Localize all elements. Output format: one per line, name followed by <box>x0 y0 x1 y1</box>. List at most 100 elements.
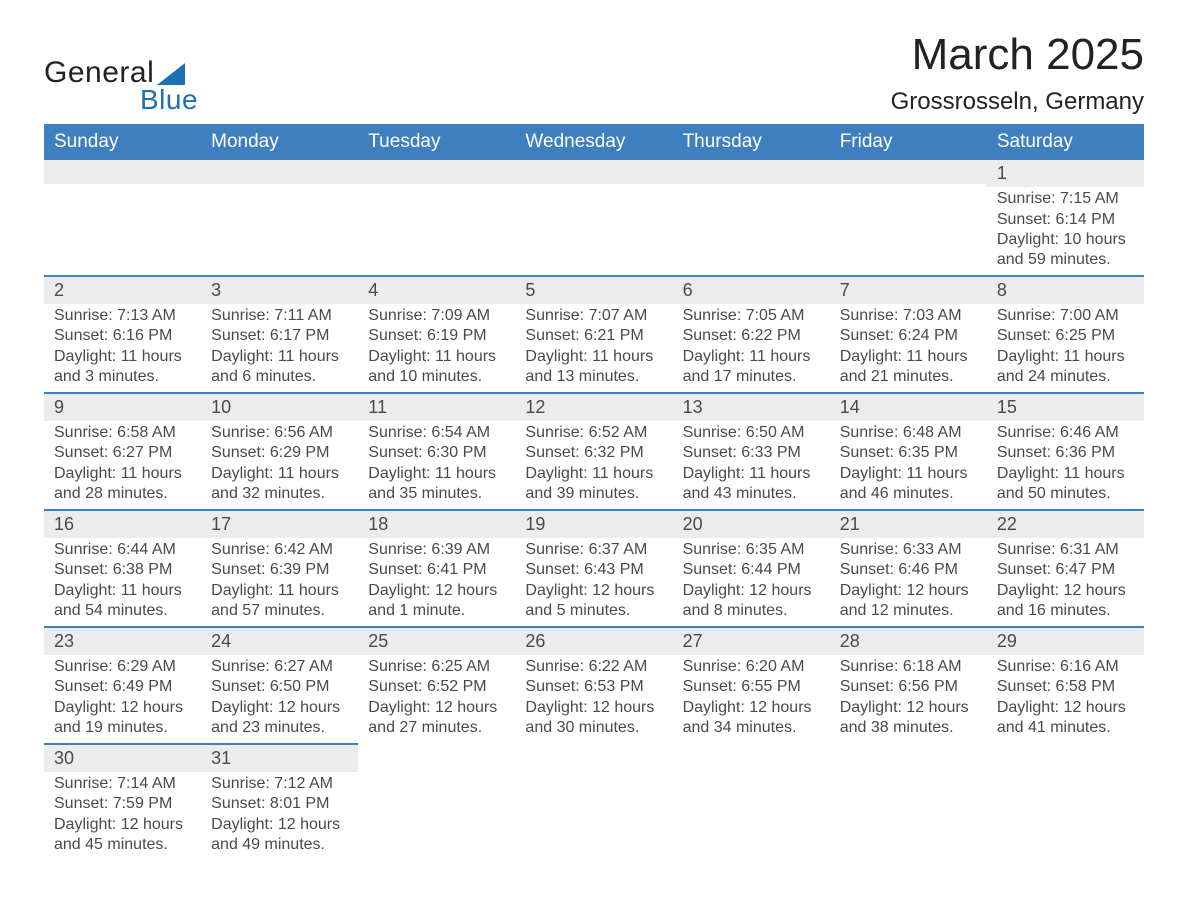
day-number: 17 <box>201 509 358 538</box>
day-body: Sunrise: 7:00 AMSunset: 6:25 PMDaylight:… <box>987 304 1144 390</box>
daylight-text: Daylight: 12 hours and 30 minutes. <box>525 698 662 739</box>
week-row: 16Sunrise: 6:44 AMSunset: 6:38 PMDayligh… <box>44 509 1144 626</box>
week-row: 23Sunrise: 6:29 AMSunset: 6:49 PMDayligh… <box>44 626 1144 743</box>
day-cell: 31Sunrise: 7:12 AMSunset: 8:01 PMDayligh… <box>201 743 358 860</box>
sunset-text: Sunset: 6:38 PM <box>54 560 191 580</box>
sunrise-text: Sunrise: 7:07 AM <box>525 306 662 326</box>
sunrise-text: Sunrise: 6:18 AM <box>840 657 977 677</box>
day-number: 19 <box>515 509 672 538</box>
day-cell: 25Sunrise: 6:25 AMSunset: 6:52 PMDayligh… <box>358 626 515 743</box>
daylight-text: Daylight: 12 hours and 49 minutes. <box>211 815 348 856</box>
sunset-text: Sunset: 6:35 PM <box>840 443 977 463</box>
day-number: 24 <box>201 626 358 655</box>
sunrise-text: Sunrise: 7:15 AM <box>997 189 1134 209</box>
daylight-text: Daylight: 11 hours and 32 minutes. <box>211 464 348 505</box>
daylight-text: Daylight: 10 hours and 59 minutes. <box>997 230 1134 271</box>
day-cell: 8Sunrise: 7:00 AMSunset: 6:25 PMDaylight… <box>987 275 1144 392</box>
day-cell <box>201 160 358 275</box>
weeks-container: 1Sunrise: 7:15 AMSunset: 6:14 PMDaylight… <box>44 160 1144 859</box>
day-body: Sunrise: 6:37 AMSunset: 6:43 PMDaylight:… <box>515 538 672 624</box>
sunrise-text: Sunrise: 6:20 AM <box>683 657 820 677</box>
sunrise-text: Sunrise: 6:25 AM <box>368 657 505 677</box>
day-cell: 15Sunrise: 6:46 AMSunset: 6:36 PMDayligh… <box>987 392 1144 509</box>
sunrise-text: Sunrise: 7:12 AM <box>211 774 348 794</box>
day-number: 7 <box>830 275 987 304</box>
day-cell: 13Sunrise: 6:50 AMSunset: 6:33 PMDayligh… <box>673 392 830 509</box>
day-number: 20 <box>673 509 830 538</box>
sunset-text: Sunset: 6:53 PM <box>525 677 662 697</box>
day-cell <box>515 160 672 275</box>
sunrise-text: Sunrise: 7:11 AM <box>211 306 348 326</box>
sunset-text: Sunset: 6:41 PM <box>368 560 505 580</box>
daylight-text: Daylight: 11 hours and 35 minutes. <box>368 464 505 505</box>
daylight-text: Daylight: 11 hours and 43 minutes. <box>683 464 820 505</box>
sunset-text: Sunset: 6:25 PM <box>997 326 1134 346</box>
sunset-text: Sunset: 6:16 PM <box>54 326 191 346</box>
daylight-text: Daylight: 12 hours and 5 minutes. <box>525 581 662 622</box>
sunset-text: Sunset: 6:46 PM <box>840 560 977 580</box>
day-cell: 16Sunrise: 6:44 AMSunset: 6:38 PMDayligh… <box>44 509 201 626</box>
sunrise-text: Sunrise: 7:05 AM <box>683 306 820 326</box>
day-body <box>515 743 672 747</box>
day-body: Sunrise: 6:27 AMSunset: 6:50 PMDaylight:… <box>201 655 358 741</box>
sunset-text: Sunset: 6:52 PM <box>368 677 505 697</box>
sunset-text: Sunset: 6:43 PM <box>525 560 662 580</box>
day-body: Sunrise: 6:31 AMSunset: 6:47 PMDaylight:… <box>987 538 1144 624</box>
day-body: Sunrise: 6:48 AMSunset: 6:35 PMDaylight:… <box>830 421 987 507</box>
sunrise-text: Sunrise: 6:22 AM <box>525 657 662 677</box>
day-body: Sunrise: 6:46 AMSunset: 6:36 PMDaylight:… <box>987 421 1144 507</box>
sunrise-text: Sunrise: 6:27 AM <box>211 657 348 677</box>
logo-text-general: General <box>44 58 154 88</box>
sunrise-text: Sunrise: 6:50 AM <box>683 423 820 443</box>
day-number: 9 <box>44 392 201 421</box>
day-number: 26 <box>515 626 672 655</box>
daylight-text: Daylight: 11 hours and 57 minutes. <box>211 581 348 622</box>
sunset-text: Sunset: 6:21 PM <box>525 326 662 346</box>
day-body: Sunrise: 7:07 AMSunset: 6:21 PMDaylight:… <box>515 304 672 390</box>
day-cell: 3Sunrise: 7:11 AMSunset: 6:17 PMDaylight… <box>201 275 358 392</box>
day-number: 29 <box>987 626 1144 655</box>
day-number: 21 <box>830 509 987 538</box>
day-body <box>830 743 987 747</box>
daylight-text: Daylight: 11 hours and 24 minutes. <box>997 347 1134 388</box>
sunset-text: Sunset: 6:55 PM <box>683 677 820 697</box>
day-body <box>673 184 830 264</box>
week-row: 9Sunrise: 6:58 AMSunset: 6:27 PMDaylight… <box>44 392 1144 509</box>
day-body: Sunrise: 6:22 AMSunset: 6:53 PMDaylight:… <box>515 655 672 741</box>
day-cell: 11Sunrise: 6:54 AMSunset: 6:30 PMDayligh… <box>358 392 515 509</box>
sunrise-text: Sunrise: 6:39 AM <box>368 540 505 560</box>
day-body: Sunrise: 6:42 AMSunset: 6:39 PMDaylight:… <box>201 538 358 624</box>
day-body <box>44 184 201 264</box>
day-body <box>515 184 672 264</box>
day-body: Sunrise: 7:03 AMSunset: 6:24 PMDaylight:… <box>830 304 987 390</box>
day-number: 30 <box>44 743 201 772</box>
day-number <box>44 160 201 184</box>
day-cell <box>830 160 987 275</box>
sunrise-text: Sunrise: 7:13 AM <box>54 306 191 326</box>
sunrise-text: Sunrise: 6:35 AM <box>683 540 820 560</box>
sunrise-text: Sunrise: 6:29 AM <box>54 657 191 677</box>
day-cell: 26Sunrise: 6:22 AMSunset: 6:53 PMDayligh… <box>515 626 672 743</box>
daylight-text: Daylight: 12 hours and 38 minutes. <box>840 698 977 739</box>
day-number: 31 <box>201 743 358 772</box>
day-number: 15 <box>987 392 1144 421</box>
day-body: Sunrise: 6:50 AMSunset: 6:33 PMDaylight:… <box>673 421 830 507</box>
day-cell: 1Sunrise: 7:15 AMSunset: 6:14 PMDaylight… <box>987 160 1144 275</box>
sunset-text: Sunset: 6:32 PM <box>525 443 662 463</box>
day-cell <box>358 160 515 275</box>
daylight-text: Daylight: 12 hours and 23 minutes. <box>211 698 348 739</box>
day-number: 10 <box>201 392 358 421</box>
sunset-text: Sunset: 6:56 PM <box>840 677 977 697</box>
day-cell: 14Sunrise: 6:48 AMSunset: 6:35 PMDayligh… <box>830 392 987 509</box>
sunset-text: Sunset: 6:29 PM <box>211 443 348 463</box>
day-body: Sunrise: 7:12 AMSunset: 8:01 PMDaylight:… <box>201 772 358 858</box>
sunrise-text: Sunrise: 6:54 AM <box>368 423 505 443</box>
sunset-text: Sunset: 6:14 PM <box>997 210 1134 230</box>
weekday-header-cell: Tuesday <box>358 124 515 160</box>
daylight-text: Daylight: 12 hours and 16 minutes. <box>997 581 1134 622</box>
title-block: March 2025 Grossrosseln, Germany <box>891 30 1144 116</box>
day-number: 23 <box>44 626 201 655</box>
sunrise-text: Sunrise: 7:09 AM <box>368 306 505 326</box>
weekday-header-row: SundayMondayTuesdayWednesdayThursdayFrid… <box>44 124 1144 160</box>
daylight-text: Daylight: 12 hours and 27 minutes. <box>368 698 505 739</box>
